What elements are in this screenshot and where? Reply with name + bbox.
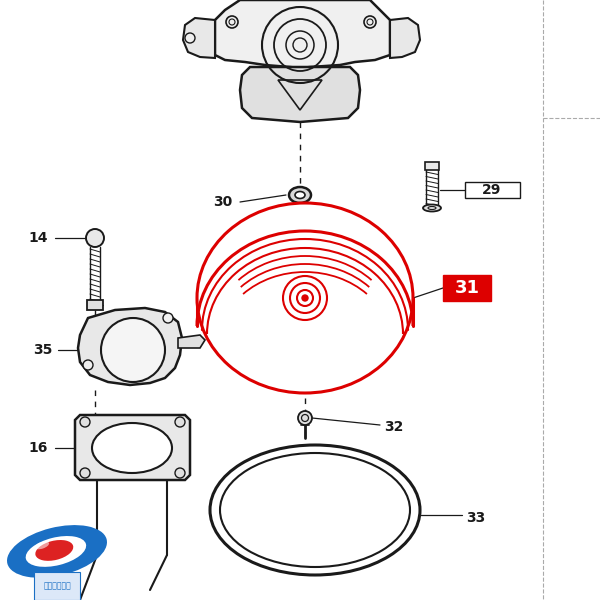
Circle shape xyxy=(298,411,312,425)
Text: 32: 32 xyxy=(384,420,403,434)
Circle shape xyxy=(86,229,104,247)
Text: 29: 29 xyxy=(482,183,502,197)
Polygon shape xyxy=(183,18,215,58)
Text: 16: 16 xyxy=(29,441,48,455)
Text: 30: 30 xyxy=(213,195,232,209)
Polygon shape xyxy=(215,0,390,68)
Circle shape xyxy=(175,417,185,427)
Text: 14: 14 xyxy=(29,231,48,245)
Circle shape xyxy=(226,16,238,28)
Text: 33: 33 xyxy=(466,511,485,525)
Circle shape xyxy=(83,360,93,370)
Polygon shape xyxy=(78,308,182,385)
Circle shape xyxy=(364,16,376,28)
Circle shape xyxy=(101,318,165,382)
Circle shape xyxy=(175,468,185,478)
Polygon shape xyxy=(178,335,205,348)
Polygon shape xyxy=(75,415,190,480)
Circle shape xyxy=(80,417,90,427)
Bar xyxy=(465,182,520,198)
Polygon shape xyxy=(390,18,420,58)
Text: 31: 31 xyxy=(455,279,479,297)
Circle shape xyxy=(163,313,173,323)
Text: 35: 35 xyxy=(32,343,52,357)
Ellipse shape xyxy=(92,423,172,473)
Polygon shape xyxy=(240,67,360,122)
Ellipse shape xyxy=(289,187,311,203)
Bar xyxy=(425,162,439,170)
Bar xyxy=(443,275,491,301)
Circle shape xyxy=(185,33,195,43)
Ellipse shape xyxy=(197,203,413,393)
Ellipse shape xyxy=(295,191,305,199)
Circle shape xyxy=(302,295,308,301)
Ellipse shape xyxy=(423,205,441,211)
Bar xyxy=(87,300,103,310)
Circle shape xyxy=(80,468,90,478)
